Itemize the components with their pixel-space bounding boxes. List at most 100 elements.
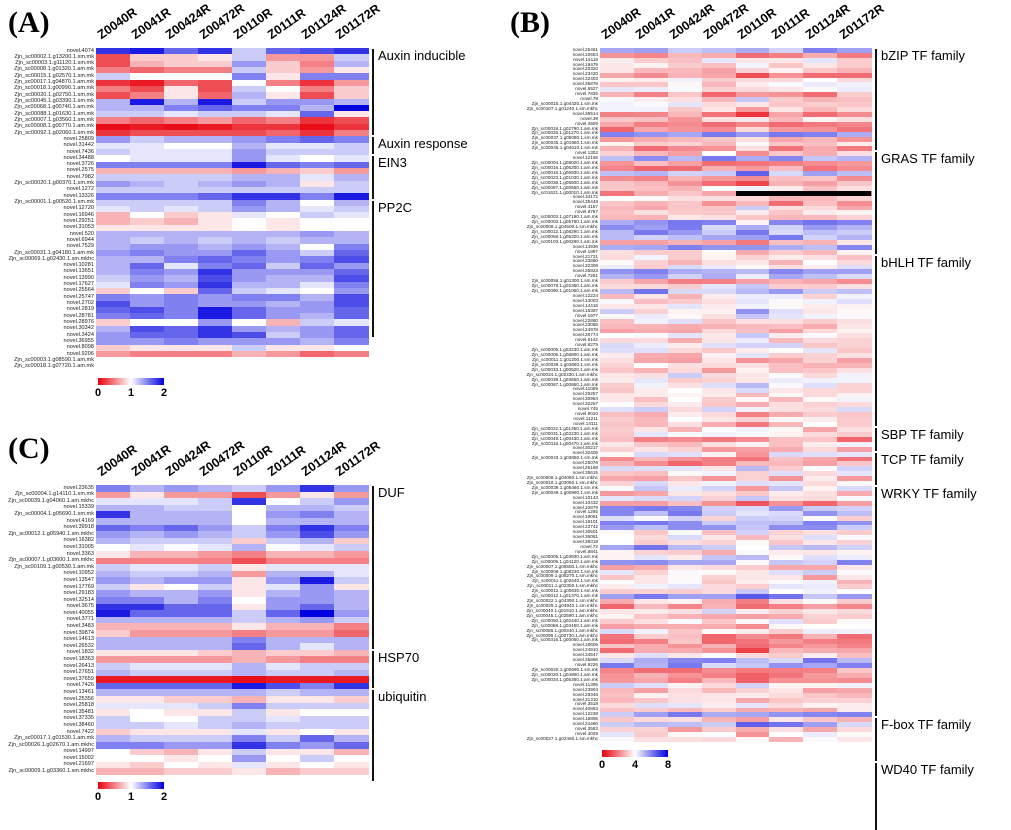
heatmap-cell xyxy=(735,564,770,571)
heatmap-cell xyxy=(300,319,335,327)
row-label: novel.36955 xyxy=(63,337,94,344)
heatmap-cell xyxy=(198,531,233,539)
heatmap-cell xyxy=(300,709,335,717)
row-label: Zjn_sc00009.1.g03360.1.sm.mkhc xyxy=(8,768,94,775)
heatmap-cell xyxy=(735,230,770,236)
heatmap-cell xyxy=(769,220,804,226)
heatmap-cell xyxy=(667,461,703,467)
heatmap-cell xyxy=(735,643,770,649)
heatmap-cell xyxy=(600,220,635,226)
heatmap-cell xyxy=(266,325,301,333)
row-label: novel.12238 xyxy=(572,711,598,717)
heatmap-cell xyxy=(232,357,267,365)
heatmap-cell xyxy=(232,742,267,750)
group-bracket xyxy=(372,486,374,649)
heatmap-cell xyxy=(803,67,838,74)
heatmap-cell xyxy=(198,682,233,690)
row-label: Zjn_sc00039.1.g05460.1.sm.mk xyxy=(531,484,598,490)
heatmap-cell xyxy=(266,344,301,352)
heatmap-cell xyxy=(769,436,804,443)
heatmap-cell xyxy=(735,102,770,108)
heatmap-cell xyxy=(600,397,635,403)
heatmap-cell xyxy=(96,537,131,545)
heatmap-cell xyxy=(600,461,635,467)
heatmap-cell xyxy=(701,72,736,79)
heatmap-cell xyxy=(837,180,872,187)
heatmap-cell xyxy=(701,146,736,152)
heatmap-cell xyxy=(803,682,838,689)
row-label: novel.20320 xyxy=(572,66,598,72)
heatmap-cell xyxy=(701,633,736,640)
heatmap-cell xyxy=(266,275,301,283)
heatmap-cell xyxy=(837,348,872,354)
heatmap-cell xyxy=(803,102,838,108)
heatmap-cell xyxy=(701,348,736,354)
heatmap-cell xyxy=(701,195,736,202)
heatmap-cell xyxy=(130,149,165,156)
heatmap-cell xyxy=(803,569,838,576)
heatmap-cell xyxy=(803,727,838,733)
heatmap-cell xyxy=(300,186,335,194)
heatmap-cell xyxy=(300,669,335,677)
heatmap-cell xyxy=(164,537,199,545)
heatmap-cell xyxy=(633,712,669,718)
heatmap-cell xyxy=(130,218,165,226)
heatmap-cell xyxy=(334,662,369,671)
heatmap-cell xyxy=(701,299,736,305)
heatmap-cell xyxy=(600,215,635,221)
heatmap-cell xyxy=(769,609,804,615)
heatmap-cell xyxy=(667,180,703,187)
heatmap-cell xyxy=(300,205,335,213)
heatmap-cell xyxy=(600,387,635,394)
row-label: novel.1832 xyxy=(66,649,94,656)
heatmap-cell xyxy=(667,141,703,147)
heatmap-cell xyxy=(96,268,131,276)
heatmap-cell xyxy=(803,62,838,69)
heatmap-cell xyxy=(198,636,233,644)
heatmap-cell xyxy=(667,166,703,172)
heatmap-cell xyxy=(667,663,703,669)
heatmap-cell xyxy=(735,599,770,605)
heatmap-cell xyxy=(803,495,838,502)
heatmap-cell xyxy=(600,490,635,497)
heatmap-cell xyxy=(334,517,369,526)
heatmap-cell xyxy=(232,313,267,320)
heatmap-cell xyxy=(837,328,872,334)
heatmap-cell xyxy=(769,377,804,384)
heatmap-cell xyxy=(266,142,301,150)
heatmap-cell xyxy=(701,151,736,157)
heatmap-cell xyxy=(803,599,838,605)
heatmap-cell xyxy=(164,603,199,611)
heatmap-cell xyxy=(837,235,872,241)
heatmap-cell xyxy=(803,446,838,453)
heatmap-cell xyxy=(667,495,703,502)
heatmap-cell xyxy=(803,500,838,507)
heatmap-cell xyxy=(769,682,804,689)
heatmap-cell xyxy=(96,262,131,270)
heatmap-cell xyxy=(300,590,335,598)
heatmap-cell xyxy=(232,748,267,756)
heatmap-cell xyxy=(837,638,872,645)
heatmap-cell xyxy=(769,545,804,551)
heatmap-cell xyxy=(130,485,165,493)
heatmap-cell xyxy=(232,557,267,565)
heatmap-cell xyxy=(266,60,301,68)
row-label: novel.30217 xyxy=(572,445,598,451)
row-label: novel.1285 xyxy=(575,509,598,515)
row-label: Zjn_sc00005.1.g03930.1.am.mk xyxy=(531,553,598,559)
heatmap-cell xyxy=(633,707,669,713)
heatmap-cell xyxy=(633,392,669,398)
row-label: novel.3771 xyxy=(66,616,94,623)
row-label: novel.520 xyxy=(69,230,94,237)
heatmap-cell xyxy=(633,589,669,595)
heatmap-cell xyxy=(701,97,736,103)
heatmap-cell xyxy=(837,185,872,192)
heatmap-cell xyxy=(735,52,770,59)
heatmap-cell xyxy=(300,325,335,333)
heatmap-cell xyxy=(600,72,635,79)
heatmap-cell xyxy=(266,155,301,163)
heatmap-cell xyxy=(130,748,165,756)
heatmap-cell xyxy=(769,313,804,320)
heatmap-cell xyxy=(164,531,199,539)
heatmap-cell xyxy=(803,259,838,266)
